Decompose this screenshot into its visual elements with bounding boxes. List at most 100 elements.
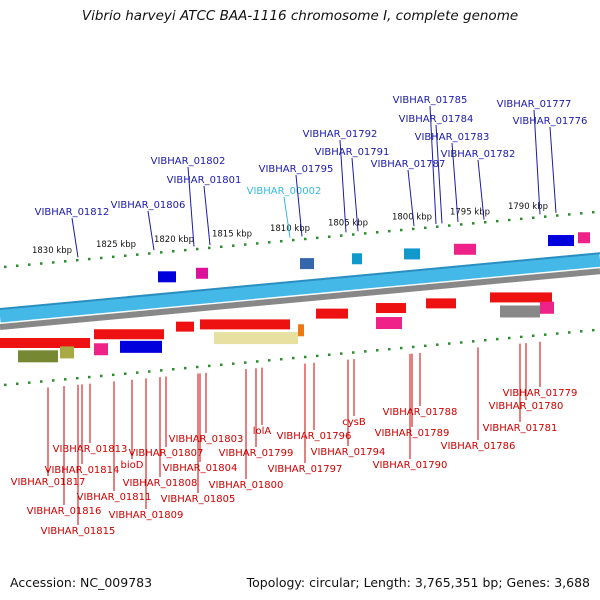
scale-tick [376,231,379,234]
reverse-gene [426,298,456,309]
scale-tick [400,346,403,350]
scale-tick [148,252,151,255]
reverse-gene [376,303,406,314]
scale-tick [100,256,103,260]
reverse-gene-label: VIBHAR_01809 [109,510,184,521]
forward-gene [548,235,574,247]
scale-label: 1805 kbp [328,219,368,229]
scale-tick [532,334,535,338]
label-leader-line [477,159,485,220]
forward-gene [454,243,476,255]
label-leader-line [351,157,359,232]
reverse-gene [500,305,540,318]
forward-gene [196,267,208,279]
reverse-gene [94,343,108,356]
scale-tick [460,341,463,344]
forward-gene [158,271,176,283]
scale-tick [40,380,43,383]
scale-tick [484,338,487,342]
backbone-shadow-band [0,268,600,330]
scale-tick [448,342,451,345]
scale-tick [424,344,427,348]
label-leader-line [295,174,303,237]
reverse-gene-label: VIBHAR_01815 [41,526,116,537]
scale-tick [556,332,559,335]
scale-tick [112,255,115,259]
label-leader-line [71,217,79,258]
scale-tick [568,331,571,334]
scale-tick [424,226,427,230]
forward-gene [352,253,362,265]
scale-tick [436,225,439,228]
scale-tick [16,264,19,268]
scale-tick [4,383,7,387]
reverse-gene-label: cysB [342,417,366,428]
scale-tick [304,355,307,359]
scale-tick [28,381,31,384]
backbone-edge [0,252,600,310]
scale-tick [376,349,379,352]
reverse-gene-label: VIBHAR_01814 [45,465,120,476]
genome-stats-text: Topology: circular; Length: 3,765,351 bp… [246,575,590,590]
forward-gene-label: VIBHAR_01801 [167,175,242,186]
reverse-gene-label: VIBHAR_01789 [375,428,450,439]
label-leader-line [147,210,155,251]
scale-tick [256,242,259,245]
reverse-gene [18,350,58,363]
reverse-gene-label: VIBHAR_01794 [311,447,386,458]
scale-tick [328,235,331,238]
scale-tick [304,237,307,241]
reverse-gene [540,301,554,314]
scale-tick [412,227,415,231]
forward-gene-label: VIBHAR_01782 [441,149,516,160]
reverse-gene-label: VIBHAR_01800 [209,480,284,491]
scale-tick [316,354,319,358]
reverse-gene-label: VIBHAR_01796 [277,431,352,442]
label-leader-line [203,185,211,246]
scale-tick [244,361,247,364]
scale-tick [88,375,91,379]
label-leader-line [435,124,443,224]
label-leader-line [339,139,347,233]
scale-tick [52,261,55,264]
scale-tick [508,218,511,222]
scale-tick [256,360,259,363]
reverse-gene-label: VIBHAR_01779 [503,388,578,399]
scale-tick [364,232,367,235]
scale-tick [268,241,271,244]
forward-gene-label: VIBHAR_01776 [513,116,588,127]
scale-tick [340,234,343,237]
scale-tick [76,258,79,262]
forward-gene-label: VIBHAR_01806 [111,200,186,211]
scale-tick [208,246,211,250]
scale-tick [64,260,67,263]
scale-tick [316,236,319,240]
scale-label: 1790 kbp [508,202,548,212]
scale-tick [580,330,583,333]
forward-gene [300,258,314,270]
scale-tick [124,254,127,257]
scale-tick [40,262,43,265]
reverse-gene [376,317,402,330]
forward-gene-label: VIBHAR_01785 [393,95,468,106]
reverse-gene-label: VIBHAR_01817 [11,477,86,488]
scale-tick [328,353,331,356]
reverse-gene [490,292,552,303]
forward-gene [578,232,590,244]
scale-tick [472,340,475,343]
scale-tick [412,345,415,349]
scale-tick [496,337,499,341]
forward-gene-label: VIBHAR_01787 [371,159,446,170]
scale-tick [160,369,163,372]
forward-gene-label: VIBHAR_01783 [415,132,490,143]
scale-tick [4,265,7,269]
forward-gene [404,248,420,260]
scale-tick [520,335,523,339]
reverse-gene-label: VIBHAR_01797 [268,464,343,475]
scale-tick [388,347,391,351]
scale-tick [532,216,535,220]
scale-tick [388,229,391,233]
scale-tick [220,245,223,249]
forward-gene-label: VIBHAR_01802 [151,156,226,167]
reverse-gene-label: VIBHAR_01786 [441,441,516,452]
